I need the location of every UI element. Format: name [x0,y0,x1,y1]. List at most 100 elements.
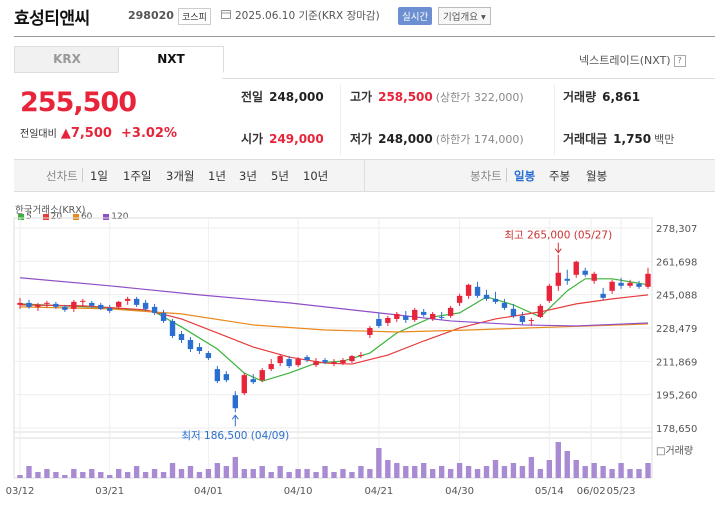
separator [82,168,83,182]
volume-bar [313,472,319,478]
stock-chart[interactable]: 278,307 261,698 245,088 228,479 211,869 195,2… [0,190,715,505]
ma5-swatch [18,213,24,220]
volume-bar [26,466,32,478]
stat-open: 시가 249,000 [241,132,324,146]
y-tick-label: 278,307 [656,224,697,235]
y-tick-label: 211,869 [656,357,697,368]
candle-body [483,294,490,299]
candle-body [618,282,624,286]
nxt-link[interactable]: 넥스트레이드(NXT)? [579,52,686,68]
volume-bar [196,472,203,478]
period-1d[interactable]: 1일 [90,169,108,183]
candle-body [142,302,149,309]
candle-daily[interactable]: 일봉 [514,169,536,183]
candle-chart-label: 봉차트 [470,169,502,183]
volume-bar [62,475,68,478]
volume-bar [349,472,355,478]
volume-bar [133,466,140,478]
volume-bar [474,469,481,478]
realtime-button[interactable]: 실시간 [398,7,433,25]
candle-body [645,273,651,287]
candle-body [367,327,373,335]
volume-bar [223,466,230,478]
volume-bar [89,469,95,478]
header-divider [14,36,715,37]
candle-body [456,295,463,303]
period-3m[interactable]: 3개월 [166,169,195,183]
volume-bar [546,460,553,478]
clock-icon [221,10,231,19]
candle-body [555,272,561,286]
tab-nxt[interactable]: NXT [118,46,224,73]
candle-monthly[interactable]: 월봉 [586,169,608,183]
base-date: 2025.06.10 기준(KRX 장마감) [235,10,380,22]
ma5-line [19,278,649,382]
y-tick-label: 228,479 [656,324,697,335]
volume-bar [178,469,185,478]
company-overview-dropdown[interactable]: 기업개요 ▾ [438,7,491,25]
volume-bar [591,463,597,478]
candle-body [429,313,436,319]
volume-label: □거래량 [656,445,693,457]
min-arrow-icon [231,414,239,420]
volume-bar [277,466,283,478]
candle-body [313,361,319,366]
period-1w[interactable]: 1주일 [123,169,152,183]
candle-body [196,347,203,352]
volume-bar [331,472,337,478]
market-badge: 코스피 [178,8,211,25]
period-5y[interactable]: 5년 [271,169,289,183]
ma20-swatch [42,213,49,220]
up-arrow-icon: ▲ [60,126,71,141]
candle-body [259,370,265,381]
x-tick-label: 04/30 [445,486,474,497]
candle-body [187,339,194,350]
bar-divider [364,160,365,191]
tab-krx[interactable]: KRX [14,46,120,73]
candle-body [438,316,445,318]
volume-bar [609,469,615,478]
volume-bar [259,466,265,478]
x-tick-label: 03/21 [95,486,124,497]
volume-bar [98,472,104,478]
volume-bar [501,466,508,478]
period-3y[interactable]: 3년 [239,169,257,183]
volume-bar [438,466,445,478]
current-price: 255,500 [20,87,137,118]
volume-bar [340,469,346,478]
candle-body [232,395,239,409]
candle-body [349,356,355,362]
ma5-label: 5 [26,212,32,222]
min-annotation: 최저 186,500 (04/09) [181,430,289,442]
period-10y[interactable]: 10년 [303,169,329,183]
x-tick-label: 05/14 [535,486,564,497]
candle-body [421,311,427,315]
candle-body [169,320,176,336]
chart-options-bar: 선차트 1일 1주일 3개월 1년 3년 5년 10년 봉차트 일봉 주봉 월봉 [14,159,715,192]
candle-body [331,362,337,365]
change-percent: +3.02% [121,126,177,141]
period-1y[interactable]: 1년 [208,169,226,183]
volume-bar [169,463,176,478]
help-icon[interactable]: ? [673,55,686,67]
candle-body [71,301,77,309]
candle-body [53,303,59,307]
candle-weekly[interactable]: 주봉 [549,169,571,183]
volume-bar [17,475,23,478]
candle-body [80,300,86,302]
volume-bar [456,463,463,478]
exchange-label: 한국거래소(KRX) [15,205,86,216]
volume-bar [582,466,588,478]
volume-bar [412,466,418,478]
candle-body [582,270,588,275]
candle-body [44,302,50,304]
volume-bar [376,448,382,478]
price-stats: 전일 248,000 고가 258,500 (상한가 322,000) 거래량 6,86… [222,78,715,159]
volume-bar [537,469,544,478]
candle-body [492,298,499,302]
candle-body [304,357,310,361]
candle-body [573,261,579,275]
candle-body [124,298,131,301]
volume-bar [385,460,391,478]
candle-body [295,359,301,366]
